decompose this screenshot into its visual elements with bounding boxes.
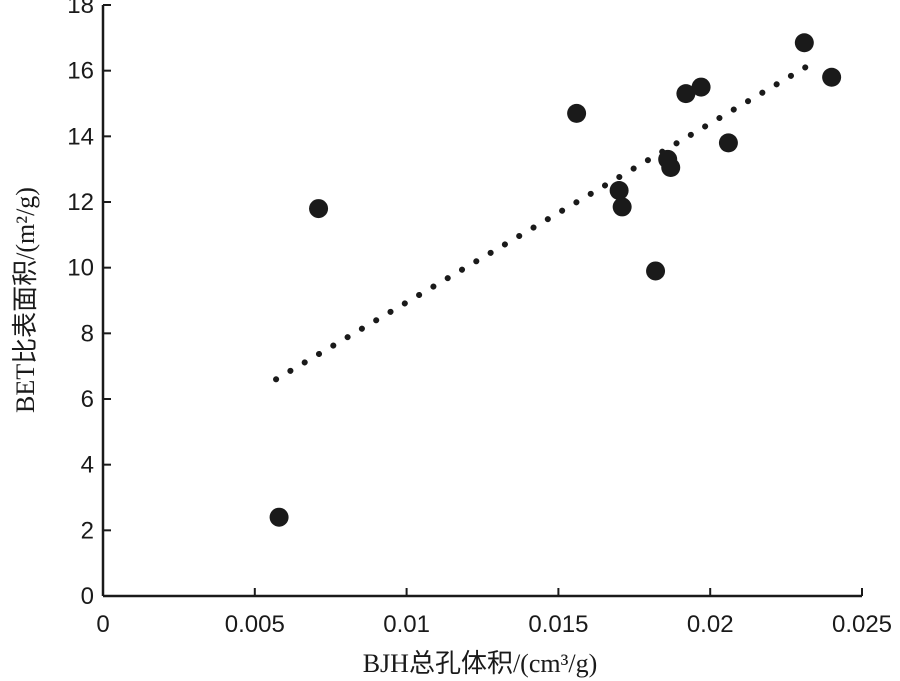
x-tick-label: 0.005 bbox=[225, 611, 285, 638]
data-point bbox=[269, 507, 289, 527]
data-point bbox=[567, 103, 587, 123]
data-point bbox=[309, 199, 329, 219]
y-tick-label: 6 bbox=[81, 386, 94, 413]
data-point bbox=[661, 158, 681, 178]
trendline-group bbox=[273, 57, 820, 383]
y-tick-label: 12 bbox=[67, 189, 94, 216]
x-axis-ticks: 0 0.005 0.01 0.015 0.02 0.025 bbox=[96, 588, 892, 638]
y-tick-label: 0 bbox=[81, 583, 94, 610]
y-tick-label: 10 bbox=[67, 255, 94, 282]
y-tick-label: 14 bbox=[67, 123, 94, 150]
data-point bbox=[612, 197, 632, 217]
data-point bbox=[718, 133, 738, 153]
y-tick-label: 2 bbox=[81, 517, 94, 544]
y-tick-label: 18 bbox=[67, 0, 94, 19]
x-tick-label: 0.015 bbox=[528, 611, 588, 638]
y-tick-label: 16 bbox=[67, 58, 94, 85]
axes bbox=[101, 5, 862, 598]
data-point bbox=[691, 77, 711, 97]
data-points bbox=[269, 33, 842, 527]
y-axis-ticks: 0 2 4 6 8 10 12 14 16 18 bbox=[67, 0, 111, 610]
data-point bbox=[646, 261, 666, 281]
trendline bbox=[273, 57, 820, 383]
data-point bbox=[794, 33, 814, 53]
x-axis-title: BJH总孔体积/(cm³/g) bbox=[363, 649, 598, 678]
data-point bbox=[676, 84, 696, 104]
y-tick-label: 8 bbox=[81, 320, 94, 347]
x-tick-label: 0.025 bbox=[832, 611, 892, 638]
x-tick-label: 0.01 bbox=[383, 611, 430, 638]
x-tick-label: 0 bbox=[96, 611, 109, 638]
y-tick-label: 4 bbox=[81, 452, 94, 479]
data-point bbox=[609, 181, 629, 201]
y-axis-title: BET比表面积/(m²/g) bbox=[11, 187, 40, 413]
data-point bbox=[822, 67, 842, 87]
x-tick-label: 0.02 bbox=[687, 611, 734, 638]
